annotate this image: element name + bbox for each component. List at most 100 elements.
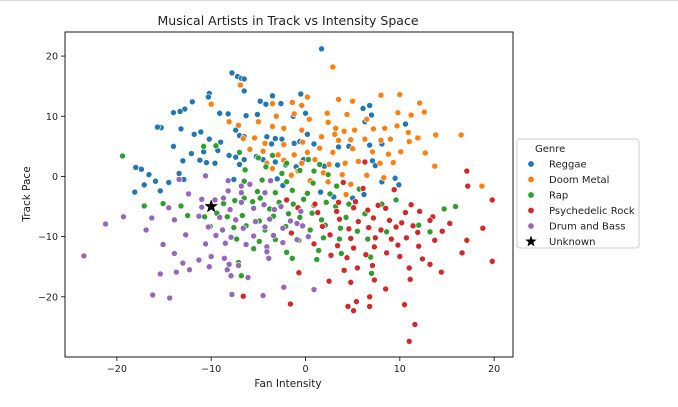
data-point-reggae — [216, 109, 223, 117]
data-point-rap — [272, 189, 279, 196]
data-point-doom-metal — [380, 174, 388, 181]
data-point-doom-metal — [323, 109, 331, 117]
data-point-psychedelic-rock — [295, 269, 303, 277]
data-point-doom-metal — [304, 149, 311, 156]
data-point-rap — [415, 221, 422, 229]
data-point-psychedelic-rock — [319, 223, 326, 230]
data-point-drum-and-bass — [271, 206, 278, 213]
data-point-doom-metal — [324, 118, 332, 126]
series-doom-metal — [207, 63, 486, 198]
legend-marker-star — [525, 235, 537, 247]
x-axis-label: Fan Intensity — [254, 378, 321, 390]
data-point-reggae — [256, 97, 264, 105]
data-point-drum-and-bass — [227, 233, 235, 241]
data-point-rap — [354, 227, 361, 235]
data-point-psychedelic-rock — [382, 285, 389, 293]
data-point-doom-metal — [385, 150, 392, 158]
data-point-reggae — [310, 140, 318, 148]
data-point-rap — [201, 213, 208, 221]
legend-item-reggae: Reggae — [527, 160, 587, 171]
data-point-psychedelic-rock — [392, 223, 400, 231]
data-point-rap — [200, 143, 207, 150]
data-point-psychedelic-rock — [314, 209, 322, 216]
data-point-reggae — [402, 120, 409, 128]
data-point-psychedelic-rock — [403, 234, 410, 242]
data-point-drum-and-bass — [293, 220, 301, 227]
data-point-doom-metal — [261, 140, 269, 147]
data-point-psychedelic-rock — [362, 251, 370, 258]
data-point-psychedelic-rock — [438, 268, 445, 276]
data-point-doom-metal — [331, 131, 339, 138]
data-point-doom-metal — [363, 115, 371, 123]
data-point-doom-metal — [393, 122, 401, 130]
data-point-reggae — [156, 187, 164, 195]
data-point-reggae — [200, 148, 207, 156]
data-point-rap — [262, 163, 270, 171]
data-point-reggae — [360, 191, 368, 198]
data-point-psychedelic-rock — [336, 215, 343, 223]
data-point-psychedelic-rock — [344, 303, 352, 310]
legend-item-rap: Rap — [527, 191, 568, 202]
data-point-psychedelic-rock — [366, 293, 373, 301]
legend-item-unknown: Unknown — [525, 235, 595, 248]
data-point-drum-and-bass — [219, 226, 226, 234]
data-point-reggae — [132, 164, 140, 171]
series-unknown — [204, 199, 219, 213]
data-point-psychedelic-rock — [398, 219, 406, 227]
data-point-drum-and-bass — [102, 220, 109, 228]
data-point-doom-metal — [235, 121, 242, 129]
data-point-doom-metal — [237, 81, 244, 89]
data-point-drum-and-bass — [148, 214, 156, 222]
data-point-rap — [324, 171, 332, 178]
data-point-doom-metal — [432, 131, 439, 139]
data-point-reggae — [140, 181, 148, 189]
data-point-rap — [337, 224, 344, 232]
data-point-psychedelic-rock — [388, 235, 395, 243]
top-divider — [0, 0, 678, 1]
data-point-doom-metal — [335, 137, 342, 144]
data-point-reggae — [205, 93, 212, 101]
data-point-reggae — [170, 109, 177, 116]
legend-title: Genre — [535, 144, 565, 155]
legend-label: Psychedelic Rock — [549, 206, 635, 217]
data-point-drum-and-bass — [225, 261, 233, 268]
legend-label: Rap — [549, 191, 568, 202]
data-point-psychedelic-rock — [347, 235, 355, 242]
data-point-rap — [304, 190, 311, 197]
data-point-doom-metal — [325, 161, 333, 168]
data-point-doom-metal — [239, 135, 247, 142]
data-point-reggae — [317, 188, 324, 196]
data-point-psychedelic-rock — [446, 220, 454, 227]
data-point-drum-and-bass — [80, 252, 88, 260]
data-point-doom-metal — [290, 110, 298, 118]
data-point-rap — [296, 214, 304, 221]
data-point-doom-metal — [288, 99, 296, 106]
data-point-reggae — [240, 87, 248, 95]
data-point-rap — [452, 203, 459, 210]
data-point-psychedelic-rock — [426, 217, 434, 224]
legend-marker — [527, 222, 535, 230]
data-point-psychedelic-rock — [287, 300, 294, 308]
data-point-psychedelic-rock — [327, 251, 335, 259]
data-point-drum-and-bass — [224, 187, 232, 195]
data-point-drum-and-bass — [165, 204, 173, 212]
series-reggae — [131, 45, 409, 202]
data-point-drum-and-bass — [261, 189, 269, 196]
data-point-drum-and-bass — [222, 239, 229, 247]
data-point-psychedelic-rock — [431, 236, 439, 244]
data-point-drum-and-bass — [220, 194, 227, 202]
data-point-reggae — [176, 108, 184, 115]
data-point-drum-and-bass — [261, 223, 269, 231]
data-point-rap — [278, 170, 286, 177]
data-point-doom-metal — [370, 125, 377, 133]
data-point-doom-metal — [290, 151, 298, 159]
data-point-rap — [212, 142, 220, 150]
data-point-drum-and-bass — [263, 248, 271, 255]
data-point-reggae — [131, 188, 139, 196]
series-psychedelic-rock — [239, 158, 496, 345]
data-point-rap — [223, 213, 231, 221]
data-point-doom-metal — [396, 91, 404, 98]
plot-area — [80, 45, 496, 345]
data-point-rap — [338, 250, 345, 257]
data-point-rap — [368, 270, 375, 277]
